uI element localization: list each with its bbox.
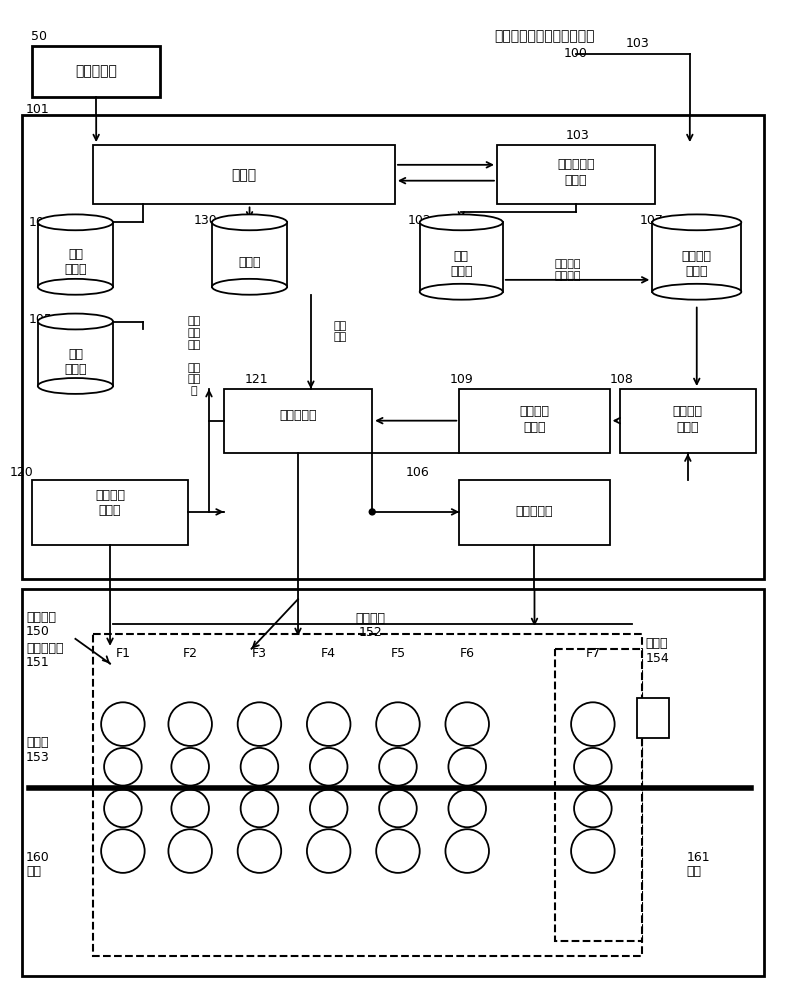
Ellipse shape — [38, 279, 113, 295]
Text: 速度
余量表: 速度 余量表 — [450, 250, 472, 278]
Text: 154: 154 — [645, 652, 669, 665]
Text: 150: 150 — [26, 625, 50, 638]
Bar — [212, 222, 287, 287]
Text: 161: 161 — [687, 851, 711, 864]
Text: 103: 103 — [566, 129, 590, 142]
Text: 压下
位置
指令

速度
校正
量: 压下 位置 指令 速度 校正 量 — [187, 316, 201, 396]
Text: 速度指令: 速度指令 — [519, 405, 549, 418]
Bar — [460, 480, 610, 545]
Text: 实效收集部: 实效收集部 — [515, 505, 553, 518]
Bar — [38, 322, 113, 386]
Circle shape — [369, 509, 375, 515]
Text: 106: 106 — [406, 466, 430, 479]
Text: 104: 104 — [29, 216, 53, 229]
Text: 130: 130 — [194, 214, 218, 227]
Text: 各机架的
最大速度: 各机架的 最大速度 — [555, 259, 582, 281]
Bar — [22, 589, 764, 976]
Text: 160: 160 — [26, 851, 50, 864]
Ellipse shape — [38, 314, 113, 329]
Text: 动态速度
上限表: 动态速度 上限表 — [682, 250, 711, 278]
Text: 粗材: 粗材 — [26, 865, 41, 878]
Text: 速度控制部: 速度控制部 — [279, 409, 317, 422]
Text: F2: F2 — [183, 647, 198, 660]
Bar — [224, 389, 372, 453]
Bar — [419, 222, 503, 292]
Text: 上限速度: 上限速度 — [673, 405, 703, 418]
Bar — [497, 145, 656, 204]
Text: F7: F7 — [586, 647, 600, 660]
Ellipse shape — [38, 214, 113, 230]
Text: 101: 101 — [26, 103, 50, 116]
Text: 153: 153 — [26, 751, 50, 764]
Text: 决定部: 决定部 — [565, 174, 587, 187]
Bar — [31, 46, 161, 97]
Text: 121: 121 — [245, 373, 268, 386]
Bar — [460, 389, 610, 453]
Text: 速度上限值: 速度上限值 — [557, 158, 595, 171]
Text: 设置部: 设置部 — [231, 168, 256, 182]
Text: F4: F4 — [321, 647, 336, 660]
Text: F1: F1 — [116, 647, 131, 660]
Ellipse shape — [212, 279, 287, 295]
Text: 152: 152 — [358, 626, 382, 639]
Bar — [22, 115, 764, 579]
Ellipse shape — [419, 214, 503, 230]
Text: 120: 120 — [10, 466, 34, 479]
Text: F6: F6 — [460, 647, 475, 660]
Text: 工件辊: 工件辊 — [26, 736, 49, 749]
Text: F3: F3 — [252, 647, 267, 660]
Text: 板厚计: 板厚计 — [645, 637, 668, 650]
Bar — [619, 389, 756, 453]
Ellipse shape — [419, 284, 503, 300]
Text: 109: 109 — [449, 373, 473, 386]
Text: 速度
指令: 速度 指令 — [334, 321, 347, 342]
Text: 钢板: 钢板 — [687, 865, 702, 878]
Bar — [637, 698, 669, 738]
Ellipse shape — [652, 214, 741, 230]
Text: 107: 107 — [639, 214, 663, 227]
Text: 精加工轧机: 精加工轧机 — [26, 642, 64, 655]
Text: 热串列式轧制轧机控制装置: 热串列式轧制轧机控制装置 — [494, 29, 594, 43]
Text: 上位计算机: 上位计算机 — [76, 65, 117, 79]
Bar — [31, 480, 188, 545]
Text: 108: 108 — [610, 373, 634, 386]
Text: 速度
类型表: 速度 类型表 — [65, 348, 87, 376]
Bar — [38, 222, 113, 287]
Text: 压下位置
控制部: 压下位置 控制部 — [95, 489, 125, 517]
Ellipse shape — [652, 284, 741, 300]
Bar — [93, 145, 395, 204]
Bar — [556, 649, 642, 941]
Text: 151: 151 — [26, 656, 50, 669]
Bar — [652, 222, 741, 292]
Text: 102: 102 — [408, 214, 431, 227]
Ellipse shape — [212, 214, 287, 230]
Bar — [93, 634, 642, 956]
Text: 判定部: 判定部 — [677, 421, 699, 434]
Text: 轧制机架: 轧制机架 — [355, 612, 386, 626]
Text: 50: 50 — [31, 30, 46, 43]
Text: 选拔
程序表: 选拔 程序表 — [65, 248, 87, 276]
Text: 修正部: 修正部 — [523, 421, 545, 434]
Ellipse shape — [38, 378, 113, 394]
Text: 常数表: 常数表 — [238, 256, 260, 269]
Text: 105: 105 — [29, 313, 53, 326]
Text: F5: F5 — [390, 647, 405, 660]
Text: 103: 103 — [626, 37, 649, 50]
Text: 100: 100 — [563, 47, 587, 60]
Text: 控制对象: 控制对象 — [26, 611, 56, 624]
